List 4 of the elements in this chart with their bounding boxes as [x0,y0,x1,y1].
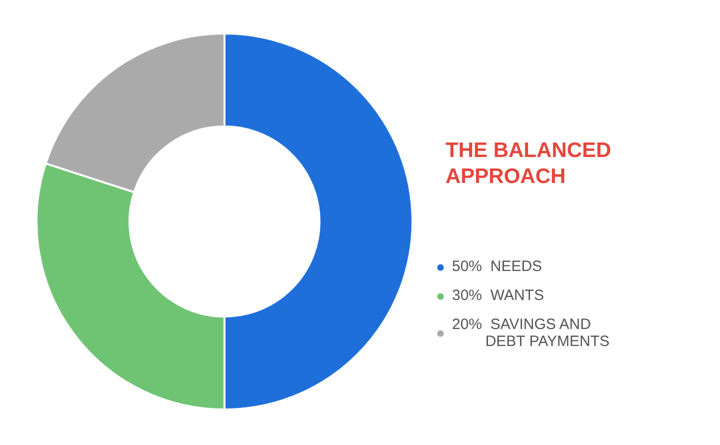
text: THE BALANCED APPROACH [446,139,612,188]
legend-label: 20% SAVINGS AND DEBT PAYMENTS [452,316,610,350]
legend-label: 50% NEEDS [452,258,542,275]
legend-label: 30% WANTS [452,287,544,304]
